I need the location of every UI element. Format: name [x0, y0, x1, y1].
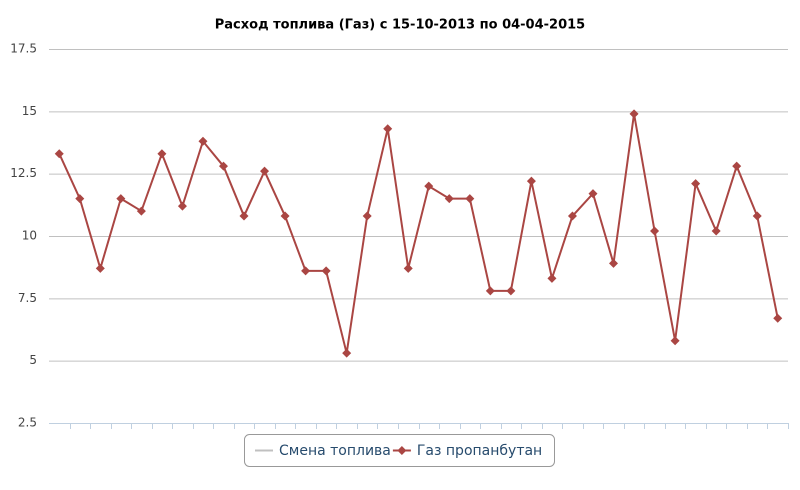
data-point [629, 109, 639, 119]
data-point [403, 263, 413, 273]
y-tick-label: 12.5 [10, 166, 37, 180]
data-point [732, 161, 742, 171]
legend-marker [397, 446, 407, 455]
data-point [218, 161, 228, 171]
data-point [567, 211, 577, 221]
data-point [711, 226, 721, 236]
data-point [465, 194, 475, 204]
legend-label[interactable]: Смена топлива [279, 443, 391, 459]
chart-title: Расход топлива (Газ) с 15-10-2013 по 04-… [215, 18, 585, 33]
data-point [75, 194, 85, 204]
data-point [116, 194, 126, 204]
data-point [485, 286, 495, 296]
data-point [691, 179, 701, 189]
y-tick-label: 7.5 [18, 291, 37, 305]
data-point [588, 189, 598, 199]
data-point [301, 266, 311, 276]
data-point [239, 211, 249, 221]
legend-label[interactable]: Газ пропанбутан [417, 443, 542, 459]
data-point [773, 313, 783, 323]
data-point [752, 211, 762, 221]
y-tick-label: 17.5 [10, 42, 37, 56]
data-point [157, 149, 167, 159]
y-tick-label: 5 [29, 353, 37, 367]
y-tick-label: 10 [22, 229, 37, 243]
data-point [342, 348, 352, 358]
data-point [650, 226, 660, 236]
series-line [58, 113, 779, 354]
data-point [526, 176, 536, 186]
data-point [280, 211, 290, 221]
data-point [670, 336, 680, 346]
data-point [54, 149, 64, 159]
data-point [198, 136, 208, 146]
data-point [444, 194, 454, 204]
data-point [321, 266, 331, 276]
data-point [136, 206, 146, 216]
data-point [506, 286, 516, 296]
data-point [95, 263, 105, 273]
data-point [424, 181, 434, 191]
data-point [362, 211, 372, 221]
data-point [383, 124, 393, 134]
data-point [547, 273, 557, 283]
data-point [609, 258, 619, 268]
data-point [260, 166, 270, 176]
data-point [177, 201, 187, 211]
y-tick-label: 2.5 [18, 416, 37, 430]
y-tick-label: 15 [22, 104, 37, 118]
